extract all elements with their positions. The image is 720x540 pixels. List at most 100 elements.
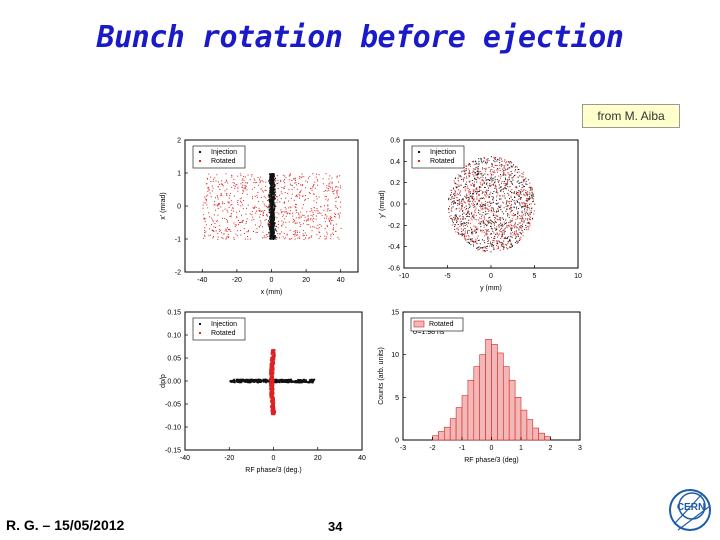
data-point: [483, 198, 485, 200]
data-point: [484, 203, 486, 205]
data-point: [509, 180, 511, 182]
data-point-rotated: [228, 228, 230, 230]
data-point: [473, 207, 475, 209]
data-point-rotated: [272, 400, 275, 403]
data-point: [499, 180, 501, 182]
legend-marker: [418, 151, 420, 153]
data-point: [455, 194, 457, 196]
data-point-rotated: [318, 196, 320, 198]
data-point: [496, 160, 498, 162]
data-point: [508, 161, 510, 163]
data-point: [486, 247, 488, 249]
data-point: [492, 201, 494, 203]
data-point-injection: [272, 220, 274, 222]
data-point-rotated: [317, 210, 319, 212]
data-point-rotated: [262, 231, 264, 233]
data-point: [501, 245, 503, 247]
data-point-rotated: [225, 173, 227, 175]
data-point: [499, 230, 501, 232]
data-point: [466, 185, 468, 187]
data-point: [493, 214, 495, 216]
data-point-injection: [272, 176, 274, 178]
data-point: [473, 160, 475, 162]
data-point-rotated: [324, 214, 326, 216]
data-point-rotated: [217, 196, 219, 198]
data-point: [496, 179, 498, 181]
data-point-rotated: [312, 186, 314, 188]
data-point: [479, 199, 481, 201]
data-point-injection: [270, 230, 272, 233]
data-point-rotated: [204, 221, 206, 223]
data-point: [496, 203, 498, 205]
data-point-rotated: [319, 232, 321, 234]
data-point-rotated: [310, 214, 312, 216]
data-point-injection: [269, 179, 271, 181]
data-point: [471, 182, 473, 184]
data-point: [459, 215, 461, 217]
data-point-injection: [269, 189, 271, 191]
data-point: [468, 188, 470, 190]
data-point-rotated: [313, 193, 315, 195]
data-point-injection: [292, 380, 295, 383]
data-point: [488, 202, 490, 204]
data-point: [503, 247, 505, 249]
data-point: [529, 218, 531, 220]
data-point-rotated: [329, 217, 331, 219]
data-point: [522, 218, 524, 220]
data-point: [481, 184, 483, 186]
data-point: [472, 240, 474, 242]
legend-entry: Injection: [430, 149, 456, 156]
data-point: [485, 232, 487, 234]
data-point: [503, 223, 505, 225]
data-point-rotated: [322, 178, 324, 180]
data-point: [518, 207, 520, 209]
data-point-rotated: [267, 215, 269, 217]
data-point-rotated: [309, 219, 311, 221]
data-point: [497, 247, 499, 249]
data-point: [516, 233, 518, 235]
data-point: [457, 203, 459, 205]
data-point: [490, 227, 492, 229]
data-point: [477, 247, 479, 249]
data-point: [503, 244, 505, 246]
data-point-injection: [270, 188, 272, 190]
data-point-injection: [274, 188, 276, 190]
data-point: [494, 161, 496, 163]
data-point-rotated: [212, 236, 214, 238]
data-point: [521, 206, 523, 208]
data-point: [472, 214, 474, 216]
data-point: [511, 227, 513, 229]
histogram-bar: [479, 354, 486, 441]
data-point-rotated: [332, 224, 334, 226]
data-point: [495, 164, 497, 166]
data-point: [482, 179, 484, 181]
data-point: [532, 197, 534, 199]
data-point-injection: [271, 198, 273, 200]
data-point: [468, 193, 470, 195]
data-point: [473, 175, 475, 177]
data-point-rotated: [272, 183, 274, 185]
data-point-rotated: [326, 231, 328, 233]
data-point-rotated: [325, 198, 327, 200]
data-point-rotated: [242, 220, 244, 222]
data-point-rotated: [203, 202, 205, 204]
data-point-injection: [259, 380, 262, 383]
data-point-injection: [272, 213, 275, 216]
x-tick-label: -10: [399, 273, 409, 280]
data-point: [509, 174, 511, 176]
data-point-rotated: [328, 185, 330, 187]
y-tick-label: -0.05: [165, 402, 181, 409]
data-point: [529, 198, 531, 200]
data-point-rotated: [294, 182, 296, 184]
data-point: [454, 228, 456, 230]
data-point-rotated: [247, 231, 249, 233]
data-point-injection: [273, 198, 275, 200]
data-point-injection: [274, 202, 276, 204]
data-point: [518, 171, 520, 173]
data-point: [465, 239, 467, 241]
data-point: [473, 161, 475, 163]
data-point: [485, 168, 487, 170]
data-point-injection: [273, 179, 275, 182]
data-point-rotated: [285, 215, 287, 217]
data-point-rotated: [226, 237, 228, 239]
